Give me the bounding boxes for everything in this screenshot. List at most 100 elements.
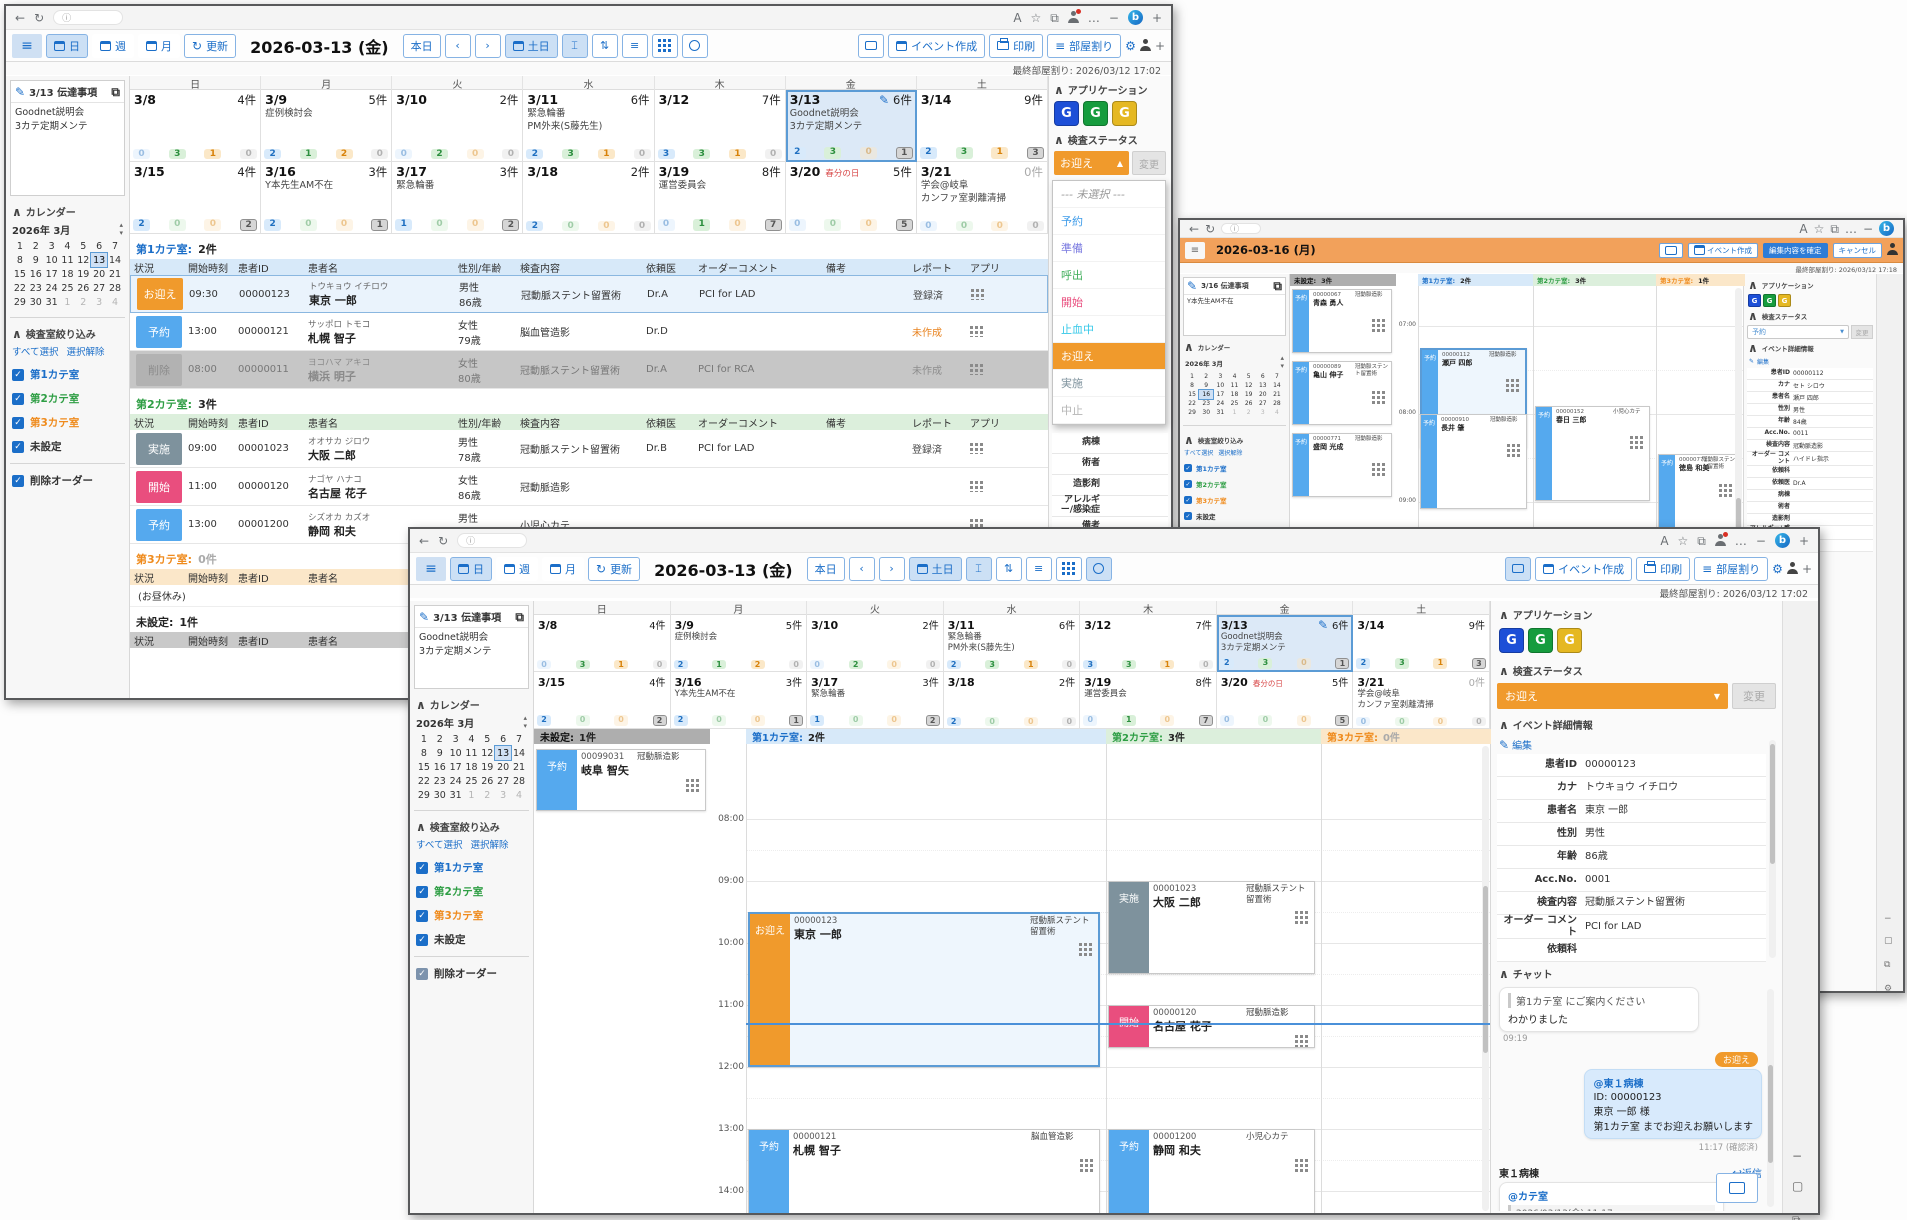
calendar-day-cell[interactable]: 18 [1230,391,1239,399]
calendar-day-cell[interactable]: 4 [1232,373,1237,381]
calendar-day-cell[interactable]: 1 [1232,409,1237,417]
app-grid-icon[interactable] [1295,1159,1298,1162]
today-button[interactable]: 本日 [806,556,845,581]
day-cell[interactable]: 3/14 9件 2 3 1 3 [916,90,1048,162]
calendar-day-cell[interactable]: 20 [1258,391,1267,399]
room-filter-checkbox[interactable]: ✓ 第2カテ室 [12,391,123,406]
minimize-icon[interactable]: − [1862,221,1873,236]
back-icon[interactable]: ← [1189,221,1200,236]
prev-day-button[interactable]: ‹ [444,33,471,58]
reader-icon[interactable]: A [1660,533,1669,548]
app-grid-icon[interactable] [1372,463,1375,466]
unset-event-card[interactable]: 予約 00000067 青森 勇人 冠動脈造影 [1292,289,1392,353]
status-dropdown-option[interactable]: 止血中 [1053,316,1165,343]
calendar-day-cell[interactable]: 30 [1202,409,1211,417]
calendar-day-cell[interactable]: 3 [1260,409,1265,417]
app-grid-icon[interactable] [1372,391,1375,394]
calendar-day-cell[interactable]: 14 [108,254,122,266]
room-filter-checkbox[interactable]: ✓ 第3カテ室 [1184,495,1285,505]
status-dropdown-option[interactable]: 呼出 [1053,262,1165,289]
timeline-event-card[interactable]: 予約 00000121 札幌 智子 脳血管造影 [748,1129,1100,1213]
menu-icon[interactable]: ≡ [1185,241,1205,259]
calendar-day-cell[interactable]: 10 [45,254,58,266]
calendar-day-cell[interactable]: 4 [516,789,523,801]
copy-icon[interactable]: ⧉ [111,84,120,99]
next-day-button[interactable]: › [474,33,501,58]
status-select[interactable]: お迎え ▼ [1497,683,1728,709]
day-cell[interactable]: 3/9 5件 症例検討会 2 1 2 0 [261,90,393,162]
calendar-day-cell[interactable]: 11 [1230,382,1239,390]
status-dropdown-option[interactable]: 中止 [1053,397,1165,424]
calendar-day-cell[interactable]: 23 [433,775,446,787]
day-cell[interactable]: 3/17 3件 緊急輪番 1 0 0 2 [807,672,944,729]
tab-icon[interactable]: ▢ [1792,1179,1804,1193]
select-all-link[interactable]: すべて選択 [416,840,463,852]
exam-row[interactable]: 予約 13:00 00000121 サッポロ トモコ 札幌 智子 女性 79歳 脳血管造影 Dr… [130,313,1048,351]
select-all-link[interactable]: すべて選択 [1184,450,1214,458]
day-cell[interactable]: 3/13 ✎ 6件 Goodnet説明会 3カテ定期メンテ 2 3 0 1 [785,90,917,162]
calendar-day-cell[interactable]: 29 [417,789,430,801]
unset-event-card[interactable]: 予約 00099031 岐阜 智矢 冠動脈造影 [536,749,706,811]
profile-icon[interactable] [1067,8,1081,25]
calendar-day-cell[interactable]: 27 [1258,400,1267,408]
share-icon[interactable]: ⧉ [1792,1213,1801,1220]
calendar-day-cell[interactable]: 3 [1218,373,1223,381]
chat-toggle-button[interactable] [858,33,885,58]
room-assign-button[interactable]: ≡ 部屋割り [1047,33,1122,58]
calendar-day-cell[interactable]: 10 [1216,382,1225,390]
calendar-day-cell[interactable]: 21 [1273,391,1281,399]
calendar-day-cell[interactable]: 17 [45,268,58,280]
applications-header[interactable]: ∧ アプリケーション [1499,607,1593,623]
next-day-button[interactable]: › [878,556,905,581]
calendar-day-cell[interactable]: 25 [1230,400,1239,408]
calendar-day-cell[interactable]: 13 [494,745,513,762]
calendar-day-cell[interactable]: 5 [80,240,87,252]
calendar-day-cell[interactable]: 12 [481,747,494,759]
select-all-link[interactable]: すべて選択 [12,347,59,359]
mention-link[interactable]: @東１病棟 [1593,1079,1644,1090]
g-app-icon[interactable]: G [1778,294,1791,307]
room-filter-checkbox[interactable]: ✓ 第2カテ室 [416,884,527,899]
calendar-day-cell[interactable]: 9 [436,747,443,759]
day-cell[interactable]: 3/9 5件 症例検討会 2 1 2 0 [670,615,808,672]
calendar-day-cell[interactable]: 14 [1273,382,1281,390]
chat-message-outgoing[interactable]: お迎え @東１病棟 ID: 00000123 東京 一郎 様第1カテ室 までお迎えお願… [1499,1052,1762,1155]
room-assign-button[interactable]: ≡ 部屋割り [1694,556,1769,581]
more-menu-icon[interactable]: … [1844,221,1857,236]
calendar-day-cell[interactable]: 3 [500,789,507,801]
favorite-star-icon[interactable]: ☆ [1813,221,1825,236]
calendar-day-cell[interactable]: 22 [1188,400,1196,408]
calendar-day-cell[interactable]: 8 [1190,382,1194,390]
calendar-day-cell[interactable]: 7 [516,733,523,745]
exam-status-header[interactable]: ∧ 検査ステータス [1054,132,1138,148]
deselect-link[interactable]: 選択解除 [66,347,105,359]
calendar-day-cell[interactable]: 26 [1244,400,1253,408]
month-next-icon[interactable]: ▾ [1280,361,1284,370]
calendar-day-cell[interactable]: 14 [512,747,526,759]
calendar-day-cell[interactable]: 4 [1275,409,1279,417]
split-screen-icon[interactable]: ⧉ [1697,533,1706,548]
calendar-day-cell[interactable]: 4 [468,733,475,745]
calendar-day-cell[interactable]: 25 [61,282,74,294]
exam-row[interactable]: 実施 09:00 00001023 オオサカ ジロウ 大阪 二郎 男性 78歳 冠動脈ステント… [130,430,1048,468]
tab-icon[interactable]: ▢ [1884,936,1893,946]
day-cell[interactable]: 3/21 0件 学会@岐阜 カンファ室剥離清掃 0 0 0 0 [1353,672,1490,729]
calendar-day-cell[interactable]: 2 [80,296,87,308]
calendar-day-cell[interactable]: 15 [13,268,26,280]
calendar-day-cell[interactable]: 25 [465,775,478,787]
expand-rows-button[interactable]: ⇅ [995,556,1022,581]
pencil-icon[interactable]: ✎ [15,84,26,99]
calendar-day-cell[interactable]: 22 [13,282,26,294]
day-cell[interactable]: 3/8 4件 0 3 1 0 [130,90,262,162]
expand-rows-button[interactable]: ⇅ [591,33,618,58]
copy-icon[interactable]: ⧉ [515,609,524,624]
day-cell[interactable]: 3/12 7件 3 3 1 0 [654,90,786,162]
edit-link[interactable]: ✎ 編集 [1499,737,1533,753]
add-icon[interactable]: + [1154,38,1165,53]
calendar-day-cell[interactable]: 31 [449,789,462,801]
day-cell[interactable]: 3/18 2件 2 0 0 0 [943,672,1081,729]
exam-status-header[interactable]: ∧ 検査ステータス [1748,309,1808,323]
refresh-button[interactable]: ↻ 更新 [184,33,237,58]
calendar-day-cell[interactable]: 9 [32,254,39,266]
app-grid-icon[interactable] [1719,484,1722,487]
